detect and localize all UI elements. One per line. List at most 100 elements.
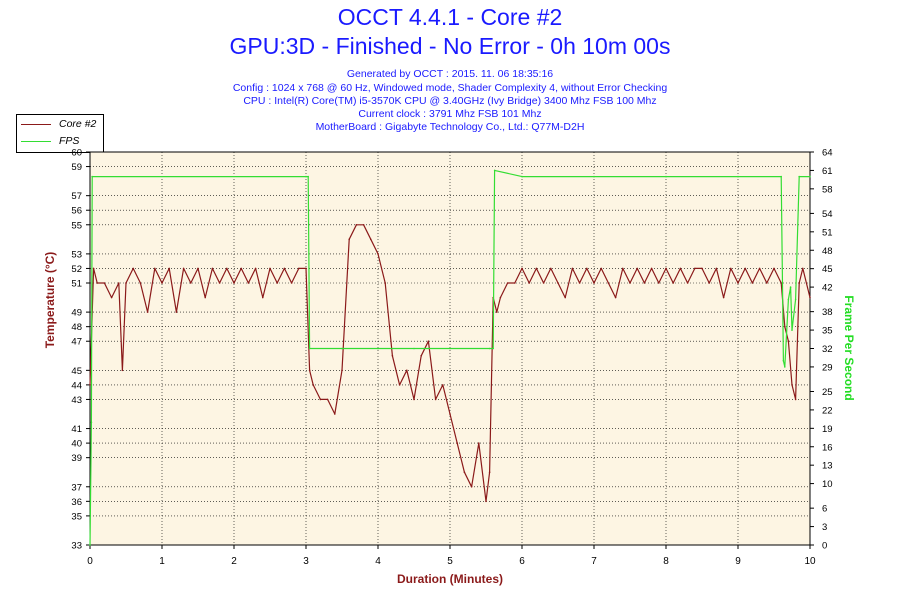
y-right-tick-label: 32: [822, 344, 833, 355]
data-point-core: [758, 267, 761, 270]
y-left-tick-label: 41: [71, 424, 82, 435]
data-point-core: [355, 223, 358, 226]
y-left-tick-label: 39: [71, 453, 82, 464]
data-point-core: [146, 311, 149, 313]
data-point-core: [370, 238, 372, 241]
data-point-core: [528, 282, 530, 284]
data-point-fps: [308, 347, 311, 350]
data-point-core: [125, 282, 127, 284]
data-point-core: [110, 296, 113, 299]
data-point-core: [499, 296, 502, 299]
data-point-core: [121, 369, 124, 372]
data-point-core: [233, 282, 235, 284]
y-left-tick-label: 36: [71, 497, 82, 508]
data-point-fps: [798, 175, 800, 178]
data-point-core: [715, 267, 718, 270]
y-left-tick-label: 55: [71, 220, 82, 231]
legend-swatch-core: [21, 123, 51, 125]
y-left-tick-label: 44: [71, 380, 82, 391]
data-point-core: [672, 282, 674, 284]
data-point-core: [240, 267, 242, 270]
data-point-core: [564, 296, 566, 299]
data-point-core: [571, 267, 574, 270]
data-point-core: [488, 471, 491, 474]
y-right-tick-label: 61: [822, 166, 833, 177]
data-point-core: [586, 267, 588, 270]
data-point-core: [326, 398, 329, 401]
data-point-core: [305, 267, 307, 270]
data-point-core: [290, 282, 293, 284]
data-point-core: [132, 267, 134, 270]
data-point-core: [269, 267, 271, 270]
data-point-core: [391, 354, 394, 357]
data-point-core: [283, 267, 286, 270]
data-point-core: [506, 282, 509, 284]
data-point-core: [276, 282, 279, 284]
data-point-core: [521, 267, 523, 270]
data-point-core: [312, 384, 315, 386]
x-tick-label: 8: [663, 556, 669, 567]
data-point-core: [308, 369, 311, 372]
data-point-fps: [521, 175, 523, 178]
plot-frame: [89, 151, 811, 546]
y-right-tick-label: 45: [822, 264, 833, 275]
data-point-core: [614, 296, 617, 299]
legend-label-core: Core #2: [59, 118, 97, 130]
data-point-core: [103, 282, 106, 284]
data-point-core: [190, 282, 192, 284]
data-point-fps: [307, 175, 309, 178]
data-point-core: [708, 282, 710, 284]
data-point-core: [456, 442, 459, 444]
y-axis-title-left: Temperature (°C): [43, 251, 57, 349]
data-point-core: [406, 369, 408, 372]
data-point-fps: [492, 347, 495, 350]
data-point-core: [89, 384, 91, 386]
y-right-tick-label: 35: [822, 326, 833, 337]
data-point-core: [658, 282, 660, 284]
data-point-core: [679, 267, 682, 270]
y-right-tick-label: 29: [822, 362, 833, 373]
data-point-core: [578, 282, 581, 284]
y-left-tick-label: 60: [71, 148, 82, 159]
data-point-core: [118, 282, 120, 284]
data-point-core: [154, 267, 156, 270]
y-left-tick-label: 37: [71, 482, 82, 493]
data-point-core: [766, 282, 768, 284]
data-point-fps: [305, 175, 307, 178]
data-point-core: [334, 413, 336, 415]
data-point-core: [96, 282, 98, 284]
data-point-core: [262, 296, 264, 299]
legend-swatch-fps: [21, 140, 51, 142]
data-point-core: [773, 267, 775, 270]
y-right-tick-label: 13: [822, 461, 833, 472]
x-axis-title: Duration (Minutes): [397, 572, 503, 586]
y-right-tick-label: 3: [822, 522, 827, 533]
data-point-fps: [449, 347, 451, 350]
y-right-tick-label: 42: [822, 283, 833, 294]
data-point-fps: [89, 544, 91, 546]
x-tick-label: 2: [231, 556, 237, 567]
y-left-tick-label: 51: [71, 279, 82, 290]
data-point-core: [478, 442, 480, 444]
data-point-fps: [791, 329, 793, 331]
y-right-tick-label: 58: [822, 184, 833, 195]
data-point-core: [629, 282, 631, 284]
y-left-tick-label: 33: [71, 541, 82, 552]
series-line-fps: [89, 169, 810, 546]
y-right-tick-label: 0: [822, 541, 827, 552]
y-left-tick-label: 56: [71, 206, 82, 217]
x-tick-label: 3: [303, 556, 309, 567]
data-point-core: [226, 267, 228, 270]
x-tick-label: 7: [591, 556, 597, 567]
chart-legend: Core #2 FPS: [16, 114, 104, 153]
y-right-tick-label: 19: [822, 424, 833, 435]
data-point-fps: [413, 347, 415, 350]
x-tick-label: 1: [159, 556, 165, 567]
x-tick-label: 10: [804, 556, 816, 567]
x-tick-label: 6: [519, 556, 525, 567]
data-point-core: [737, 282, 739, 284]
data-point-core: [744, 267, 746, 270]
data-point-fps: [665, 175, 667, 178]
y-right-tick-label: 10: [822, 479, 833, 490]
y-left-tick-label: 48: [71, 322, 82, 333]
